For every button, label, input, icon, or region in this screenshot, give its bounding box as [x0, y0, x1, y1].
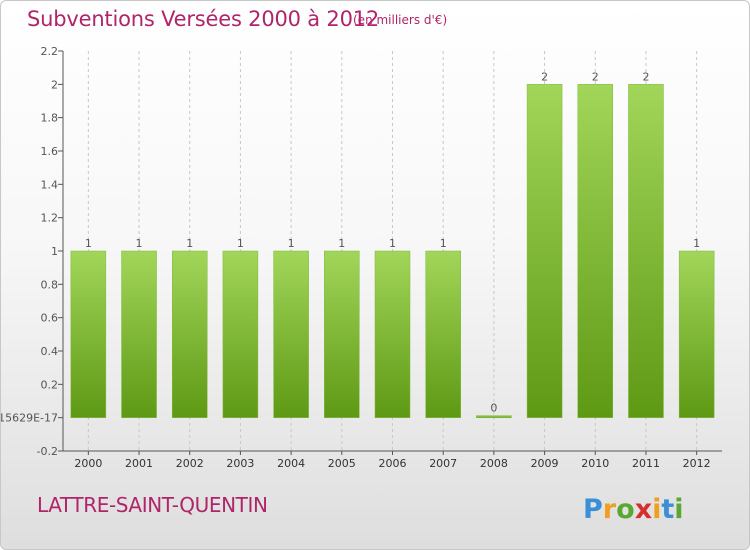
data-label: 1	[186, 237, 193, 250]
bar	[324, 250, 360, 418]
data-label: 1	[237, 237, 244, 250]
bar	[273, 250, 309, 418]
x-tick-label: 2005	[328, 457, 356, 470]
bar	[425, 250, 461, 418]
data-label: 1	[440, 237, 447, 250]
data-label: 0	[490, 402, 497, 415]
y-tick-label: 1.6	[41, 145, 59, 158]
bar	[70, 250, 107, 418]
chart-title: Subventions Versées 2000 à 2012	[27, 7, 380, 31]
bars	[70, 84, 715, 418]
bar	[222, 250, 259, 418]
x-tick-label: 2009	[531, 457, 559, 470]
y-tick-label: 1.4	[41, 178, 59, 191]
x-tick-label: 2000	[74, 457, 102, 470]
y-tick-label: 0.4	[41, 345, 59, 358]
bar	[171, 250, 208, 418]
data-label: 1	[693, 237, 700, 250]
bar	[628, 84, 664, 418]
y-tick-label: 1	[51, 245, 58, 258]
data-label: 1	[338, 237, 345, 250]
x-tick-label: 2006	[379, 457, 407, 470]
x-tick-label: 2002	[176, 457, 204, 470]
y-tick-label: 1.2	[41, 212, 59, 225]
y-tick-label: -1.15629E-17	[1, 412, 58, 425]
y-tick-label: 2	[51, 78, 58, 91]
data-label: 2	[541, 70, 548, 83]
proxiti-logo: Proxiti	[583, 494, 684, 525]
x-tick-label: 2007	[429, 457, 457, 470]
y-tick-label: 1.8	[41, 112, 59, 125]
data-label: 1	[288, 237, 295, 250]
data-label: 2	[592, 70, 599, 83]
x-tick-label: 2012	[683, 457, 711, 470]
x-tick-label: 2001	[125, 457, 153, 470]
commune-name: LATTRE-SAINT-QUENTIN	[37, 493, 268, 517]
labels: 2000 1 2001 1 2002 1 2003 1 2004 1 2005 1 2006 1 2007 1…	[74, 70, 710, 470]
y-tick-label: 0.8	[41, 278, 59, 291]
data-label: 1	[136, 237, 143, 250]
x-tick-label: 2011	[632, 457, 660, 470]
bar	[526, 84, 563, 418]
y-tick-label: -0.2	[37, 445, 58, 458]
y-tick-label: 2.2	[41, 45, 59, 58]
y-tick-label: 0.6	[41, 312, 59, 325]
bar	[577, 84, 614, 418]
data-label: 1	[85, 237, 92, 250]
svg-text:Proxiti: Proxiti	[583, 494, 684, 525]
bar	[121, 250, 157, 418]
x-tick-label: 2003	[226, 457, 254, 470]
bar	[678, 250, 715, 418]
x-tick-label: 2004	[277, 457, 305, 470]
x-tick-label: 2010	[581, 457, 609, 470]
data-label: 2	[642, 70, 649, 83]
bar	[374, 250, 411, 418]
axes: -0.2 -1.15629E-17 0.2 0.4 0.6 0.8 1 1.2 1.4 1.6 1.…	[1, 45, 722, 458]
x-tick-label: 2008	[480, 457, 508, 470]
bar	[476, 415, 512, 418]
y-tick-label: 0.2	[41, 378, 59, 391]
chart-subtitle: (en milliers d'€)	[353, 13, 448, 27]
data-label: 1	[389, 237, 396, 250]
